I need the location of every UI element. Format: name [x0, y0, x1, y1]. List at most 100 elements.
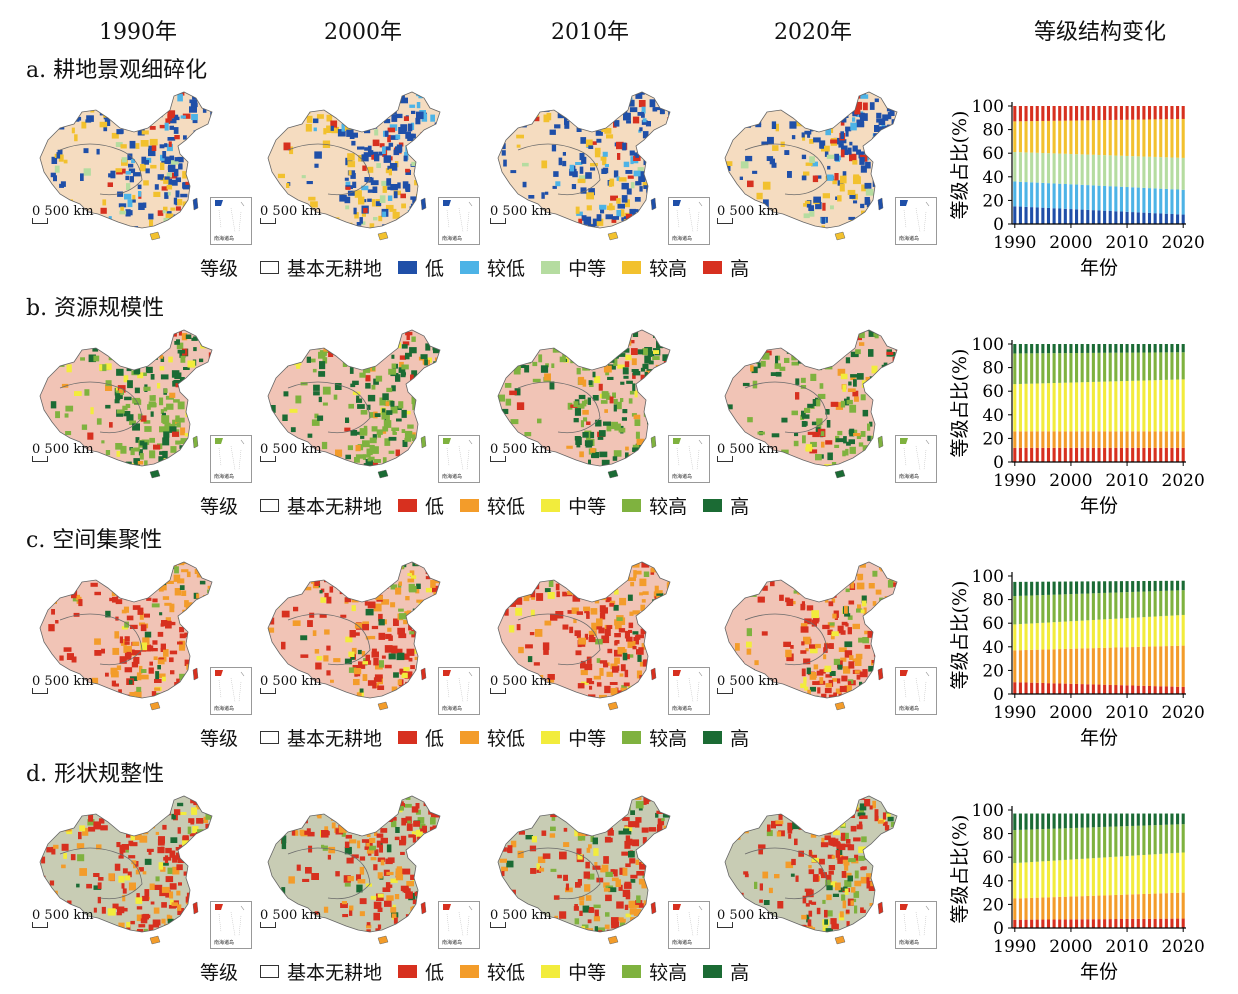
inset-caption: 南海诸岛: [899, 706, 920, 712]
map-svg: [724, 91, 898, 241]
bar-segment: [1153, 213, 1157, 224]
scale-line: [717, 456, 733, 462]
bar-segment: [1024, 813, 1028, 830]
bar-segment: [1142, 893, 1146, 919]
south-china-sea-inset: 南海诸岛: [895, 901, 937, 949]
bar-segment: [1108, 344, 1112, 353]
bar-segment: [1136, 825, 1140, 856]
bar-segment: [1170, 106, 1174, 120]
bar-segment: [1164, 853, 1168, 894]
bar-segment: [1080, 593, 1084, 621]
bar-segment: [1153, 156, 1157, 189]
bar-segment: [1041, 813, 1045, 830]
bar-segment: [1136, 212, 1140, 224]
bar-segment: [1063, 813, 1067, 829]
china-map: [488, 326, 688, 486]
south-china-sea-inset: 南海诸岛: [895, 667, 937, 715]
x-tick-label: 2020: [1162, 471, 1205, 491]
bar-segment: [1108, 447, 1112, 462]
legend-item-label: 低: [425, 962, 445, 984]
bar-segment: [1063, 621, 1067, 649]
bar-segment: [1125, 431, 1129, 448]
chart-svg: 0 20 40 60 80 100 1990 2000 2010 2020 年份 等级占比(%): [949, 97, 1205, 279]
bar-segment: [1181, 918, 1185, 928]
bar-segment: [1125, 618, 1129, 648]
scale-zero: 0: [32, 908, 41, 923]
bar-segment: [1091, 684, 1095, 694]
bar-segment: [1181, 892, 1185, 919]
bar-segment: [1131, 106, 1135, 120]
bar-segment: [1176, 431, 1180, 448]
bar-segment: [1080, 447, 1084, 462]
bar-segment: [1103, 344, 1107, 353]
bar-segment: [1153, 646, 1157, 687]
legend-swatch: [622, 731, 642, 744]
bar-segment: [1086, 154, 1090, 186]
bar-segment: [1153, 352, 1157, 381]
x-tick-label: 2000: [1049, 233, 1092, 253]
map-svg: [724, 329, 898, 479]
scale-line: [260, 456, 276, 462]
bar-segment: [1114, 813, 1118, 827]
china-map: [30, 88, 230, 248]
bar-segment: [1164, 213, 1168, 224]
bar-segment: [1170, 892, 1174, 919]
bar-segment: [1136, 156, 1140, 188]
y-tick-label: 80: [982, 121, 1004, 141]
bar-segment: [1131, 685, 1135, 694]
bar-segment: [1080, 581, 1084, 594]
bar-segment: [1052, 183, 1056, 209]
legend-item: 低: [398, 254, 444, 281]
bar-segment: [1041, 431, 1045, 448]
bar-segment: [1030, 862, 1034, 898]
y-tick-label: 40: [982, 168, 1004, 188]
china-map: [488, 558, 688, 718]
bar-segment: [1170, 214, 1174, 224]
bar-segment: [1069, 621, 1073, 649]
bar-segment: [1125, 187, 1129, 212]
bar-segment: [1147, 352, 1152, 381]
bar-segment: [1114, 344, 1118, 353]
bar-segment: [1097, 185, 1101, 211]
bar-segment: [1075, 581, 1079, 594]
bar-segment: [1108, 826, 1112, 858]
bar-segment: [1030, 121, 1034, 153]
scale-bar: 0 500 km: [260, 908, 322, 928]
bar-segment: [1176, 580, 1180, 591]
bar-segment: [1097, 647, 1101, 685]
bar-segment: [1075, 184, 1079, 210]
bar-segment: [1114, 826, 1118, 857]
bar-segment: [1164, 188, 1168, 214]
legend-swatch: [622, 499, 642, 512]
bar-segment: [1181, 106, 1185, 119]
bar-segment: [1069, 353, 1073, 383]
bar-segment: [1063, 594, 1067, 622]
legend-item: 中等: [541, 958, 606, 985]
bar-segment: [1125, 119, 1129, 156]
bar-segment: [1170, 590, 1174, 616]
bar-segment: [1159, 646, 1163, 687]
bar-segment: [1097, 447, 1101, 462]
legend-item-label: 中等: [568, 728, 607, 750]
y-tick-label: 100: [972, 335, 1004, 355]
bar-segment: [1024, 431, 1028, 448]
china-map: [30, 558, 230, 718]
scale-line: [32, 218, 48, 224]
bar-segment: [1108, 155, 1112, 187]
south-china-sea-inset: 南海诸岛: [438, 667, 480, 715]
bar-segment: [1041, 120, 1045, 154]
bar-segment: [1046, 860, 1051, 898]
bar-segment: [1108, 352, 1112, 382]
bar-segment: [1052, 897, 1056, 920]
bar-segment: [1018, 353, 1022, 384]
bar-segment: [1103, 185, 1107, 211]
bar-segment: [1170, 813, 1174, 825]
bar-segment: [1041, 649, 1045, 683]
bar-segment: [1058, 594, 1062, 622]
bar-segment: [1159, 344, 1163, 353]
y-tick-label: 60: [982, 144, 1004, 164]
scale-label: 500 km: [272, 204, 322, 219]
x-tick-label: 2000: [1049, 937, 1092, 957]
bar-segment: [1142, 918, 1146, 928]
bar-segment: [1181, 645, 1185, 687]
